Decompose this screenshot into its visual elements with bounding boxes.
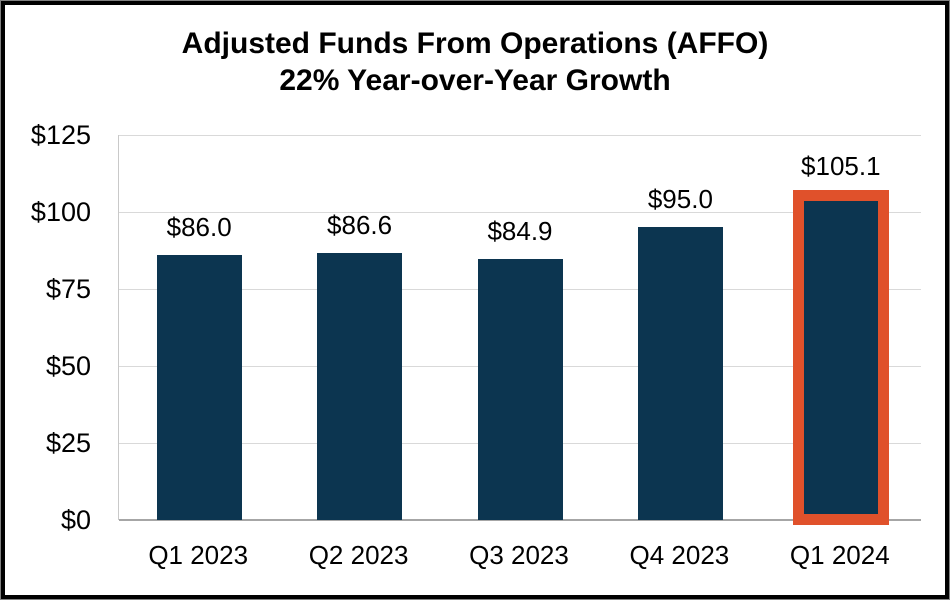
bar-q3-2023 <box>477 258 563 520</box>
x-axis-line <box>119 519 921 521</box>
bar-q4-2023 <box>637 227 723 520</box>
x-tick-label-q1-2024: Q1 2024 <box>789 540 890 570</box>
bar-value-label-q1-2023: $86.0 <box>166 212 232 243</box>
chart-title: Adjusted Funds From Operations (AFFO) <box>181 27 769 60</box>
y-tick-label--125: $125 <box>30 120 91 150</box>
chart-header: Adjusted Funds From Operations (AFFO) 22… <box>5 25 945 99</box>
y-tick-label--50: $50 <box>45 351 91 381</box>
gridline-125 <box>119 134 921 136</box>
x-tick-label-q3-2023: Q3 2023 <box>469 540 569 570</box>
chart-subtitle: 22% Year-over-Year Growth <box>279 64 671 97</box>
bar-value-label-q3-2023: $84.9 <box>487 215 553 246</box>
y-tick-label--0: $0 <box>60 505 91 535</box>
bar-q1-2023 <box>156 255 242 520</box>
gridline-100 <box>119 211 921 213</box>
bar-q2-2023 <box>317 253 403 520</box>
y-tick-label--100: $100 <box>30 197 91 227</box>
x-tick-label-q2-2023: Q2 2023 <box>308 540 409 570</box>
y-tick-label--25: $25 <box>45 428 91 458</box>
y-tick-label--75: $75 <box>45 274 91 304</box>
bar-value-label-q2-2023: $86.6 <box>327 210 393 241</box>
bar-value-label-q4-2023: $95.0 <box>647 184 713 215</box>
bar-value-label-q1-2024: $105.1 <box>801 151 881 182</box>
plot-area: $86.0 $86.6 $84.9 $95.0 $105.1 <box>118 134 921 525</box>
bar-q1-2024 <box>792 190 889 525</box>
x-tick-label-q1-2023: Q1 2023 <box>148 540 249 570</box>
x-tick-label-q4-2023: Q4 2023 <box>629 540 730 570</box>
